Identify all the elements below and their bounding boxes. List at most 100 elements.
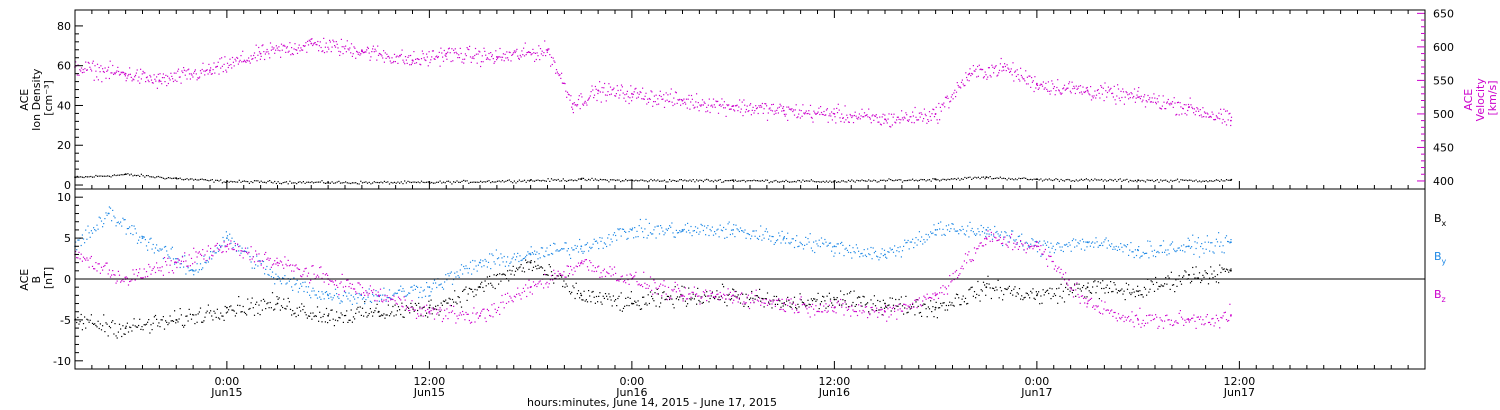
velocity-point — [602, 91, 604, 93]
velocity-point — [618, 97, 620, 99]
velocity-point — [1122, 88, 1124, 90]
density-point — [650, 178, 652, 181]
bx-point — [663, 291, 665, 293]
velocity-point — [480, 61, 482, 63]
bz-point — [205, 260, 207, 262]
by-point — [787, 232, 789, 234]
bx-point — [199, 307, 202, 309]
bx-point — [1138, 294, 1140, 296]
by-point — [1186, 245, 1188, 247]
bz-point — [820, 311, 823, 313]
by-point — [663, 234, 665, 236]
by-point — [1122, 251, 1124, 253]
by-point — [778, 232, 780, 234]
velocity-point — [942, 104, 944, 106]
velocity-point — [240, 55, 242, 57]
bx-point — [382, 314, 384, 317]
density-point — [1085, 178, 1087, 180]
bz-point — [693, 286, 695, 288]
velocity-point — [814, 112, 816, 114]
density-point — [554, 179, 556, 181]
bx-point — [735, 290, 737, 293]
by-point — [573, 249, 575, 251]
by-point — [1185, 246, 1187, 248]
bx-point — [1041, 302, 1043, 304]
by-point — [475, 265, 477, 267]
bz-point — [201, 254, 203, 257]
density-point — [449, 181, 451, 183]
velocity-point — [786, 106, 788, 108]
density-point — [636, 180, 639, 182]
bz-point — [405, 308, 407, 310]
by-point — [522, 258, 524, 260]
bx-point — [112, 320, 114, 322]
by-point — [996, 230, 998, 233]
bx-point — [757, 296, 760, 298]
by-point — [702, 229, 704, 232]
by-point — [1075, 239, 1077, 241]
bz-point — [449, 304, 451, 307]
by-point — [1138, 246, 1140, 248]
density-point — [319, 181, 321, 183]
bx-point — [610, 299, 612, 301]
density-data-point — [732, 179, 734, 182]
bx-point — [250, 302, 252, 304]
by-point — [672, 232, 674, 234]
bz-point — [862, 309, 864, 312]
velocity-point — [677, 99, 679, 101]
bz-point — [845, 306, 847, 309]
bz-point — [231, 248, 233, 250]
velocity-data-point — [496, 56, 498, 58]
velocity-point — [1050, 90, 1052, 92]
bx-point — [714, 298, 716, 300]
density-point — [350, 182, 352, 185]
by-point — [285, 283, 287, 285]
velocity-point — [899, 122, 901, 124]
velocity-point — [510, 60, 512, 62]
bz-point — [867, 317, 869, 319]
bz-point — [648, 285, 650, 287]
density-point — [400, 181, 402, 183]
bx-point — [216, 308, 218, 310]
velocity-point — [1154, 97, 1156, 99]
bx-point — [1218, 282, 1220, 284]
bz-point — [733, 299, 735, 301]
velocity-point — [626, 93, 628, 95]
by-point — [813, 241, 815, 243]
velocity-point — [619, 94, 621, 96]
bx-data-point — [884, 302, 886, 305]
velocity-point — [948, 107, 950, 109]
velocity-point — [707, 110, 709, 112]
bx-point — [487, 283, 490, 285]
bz-point — [190, 257, 193, 259]
by-point — [1221, 251, 1223, 253]
bx-point — [981, 290, 983, 292]
by-point — [91, 232, 94, 234]
velocity-point — [164, 81, 166, 83]
velocity-point — [138, 76, 140, 78]
density-point — [770, 181, 772, 183]
bx-point — [1153, 290, 1156, 292]
velocity-point — [546, 51, 548, 53]
velocity-point — [226, 71, 228, 73]
density-point — [355, 182, 357, 184]
velocity-point — [507, 59, 509, 61]
bx-point — [140, 328, 142, 330]
velocity-point — [432, 50, 434, 52]
velocity-point — [1205, 116, 1207, 118]
density-point — [630, 179, 632, 181]
bz-point — [601, 276, 603, 278]
density-point — [177, 178, 180, 180]
bx-point — [1206, 273, 1208, 275]
velocity-point — [937, 122, 939, 124]
bz-point — [288, 265, 290, 267]
bz-point — [150, 273, 152, 275]
velocity-point — [707, 104, 709, 106]
velocity-point — [973, 70, 975, 72]
by-point — [879, 256, 881, 259]
by-point — [610, 238, 612, 240]
velocity-point — [993, 67, 995, 69]
by-point — [394, 292, 396, 294]
bz-point — [297, 268, 299, 270]
by-point — [327, 293, 329, 295]
